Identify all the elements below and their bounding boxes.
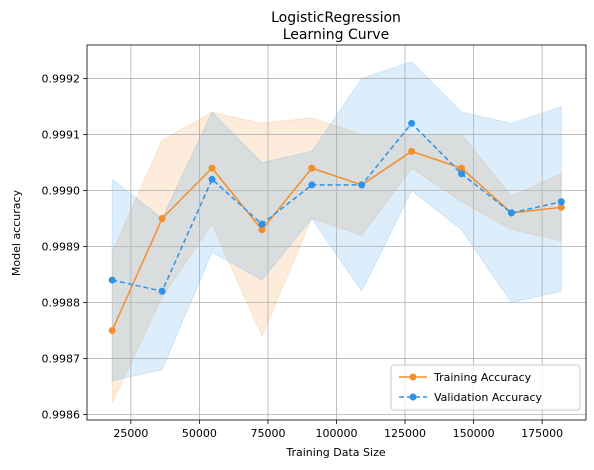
- y-tick-label: 0.9991: [42, 129, 81, 142]
- point-training: [458, 164, 466, 172]
- point-validation: [408, 119, 416, 127]
- y-tick-label: 0.9990: [42, 185, 81, 198]
- y-tick-label: 0.9986: [42, 408, 81, 421]
- point-training: [258, 226, 266, 234]
- y-tick-label: 0.9987: [42, 352, 81, 365]
- x-tick-label: 125000: [384, 427, 426, 440]
- point-validation: [358, 181, 366, 189]
- legend-item-validation: Validation Accuracy: [399, 391, 543, 404]
- point-validation: [557, 198, 565, 206]
- y-axis-label: Model accuracy: [10, 189, 23, 276]
- chart-title-line-1: LogisticRegression: [271, 10, 401, 26]
- point-training: [408, 147, 416, 155]
- point-validation: [507, 209, 515, 217]
- point-validation: [258, 220, 266, 228]
- x-axis-label: Training Data Size: [285, 446, 385, 459]
- band-training: [111, 111, 562, 404]
- y-tick-label: 0.9989: [42, 240, 81, 253]
- y-tick-label: 0.9992: [42, 73, 81, 86]
- point-training: [308, 164, 316, 172]
- point-training: [158, 215, 166, 223]
- x-tick-label: 75000: [250, 427, 285, 440]
- point-training: [208, 164, 216, 172]
- point-training: [108, 326, 116, 334]
- point-validation: [208, 175, 216, 183]
- series-line-validation: [112, 122, 562, 293]
- series-lines: [108, 119, 565, 334]
- chart-title-line-2: Learning Curve: [283, 27, 390, 43]
- point-validation: [308, 181, 316, 189]
- legend-label-validation: Validation Accuracy: [434, 391, 543, 404]
- axis-ticks: 25000 50000 75000 100000 125000 150000 175000 0…: [42, 73, 564, 440]
- x-tick-label: 50000: [182, 427, 217, 440]
- x-tick-label: 100000: [316, 427, 358, 440]
- x-tick-label: 150000: [453, 427, 495, 440]
- y-tick-label: 0.9988: [42, 296, 81, 309]
- x-tick-label: 25000: [113, 427, 148, 440]
- point-validation: [158, 287, 166, 295]
- legend-box: [390, 364, 581, 411]
- point-validation: [458, 170, 466, 178]
- legend: Training Accuracy Validation Accuracy: [390, 364, 581, 411]
- legend-label-training: Training Accuracy: [433, 371, 532, 384]
- x-tick-label: 175000: [521, 427, 563, 440]
- point-training: [557, 203, 565, 211]
- point-validation: [108, 276, 116, 284]
- series-line-training: [111, 150, 562, 331]
- legend-item-training: Training Accuracy: [399, 371, 532, 384]
- grid-lines: [87, 45, 586, 420]
